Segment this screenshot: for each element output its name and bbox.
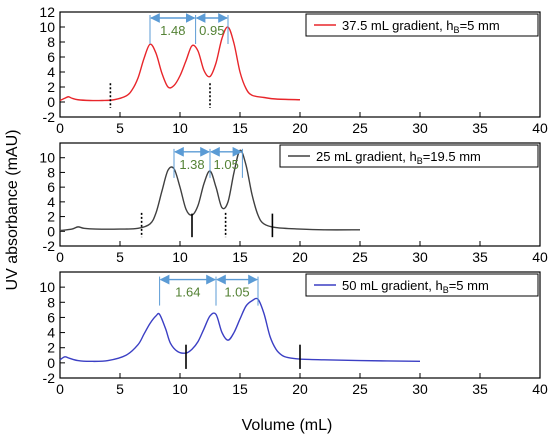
- resolution-label: 1.48: [160, 23, 185, 38]
- y-tick-label: 10: [39, 150, 55, 166]
- y-tick-label: 6: [47, 179, 55, 195]
- x-tick-label: 30: [412, 120, 428, 136]
- x-tick-label: 40: [532, 381, 548, 397]
- resolution-label: 0.95: [199, 23, 224, 38]
- x-tick-label: 35: [472, 120, 488, 136]
- y-tick-label: 2: [47, 340, 55, 356]
- y-tick-label: 4: [47, 194, 55, 210]
- chromatogram-curve: [59, 26, 301, 102]
- y-tick-label: 0: [47, 355, 55, 371]
- chromatogram-curve: [59, 297, 421, 363]
- x-tick-label: 35: [472, 249, 488, 265]
- y-tick-label: 8: [47, 164, 55, 180]
- x-tick-label: 20: [292, 249, 308, 265]
- x-tick-label: 0: [56, 381, 64, 397]
- x-tick-label: 40: [532, 249, 548, 265]
- legend-label: 37.5 mL gradient, hB=5 mm: [342, 18, 500, 35]
- x-tick-label: 20: [292, 381, 308, 397]
- legend-box: [279, 144, 539, 168]
- x-tick-label: 25: [352, 120, 368, 136]
- y-tick-label: 6: [47, 49, 55, 65]
- x-tick-label: 10: [172, 120, 188, 136]
- y-tick-label: -2: [43, 109, 56, 125]
- y-tick-label: 8: [47, 34, 55, 50]
- x-axis-title: Volume (mL): [242, 417, 333, 434]
- y-tick-label: 2: [47, 209, 55, 225]
- y-axis-title: UV absorbance (mAU): [4, 130, 21, 291]
- legend-box: [305, 13, 539, 37]
- x-tick-label: 15: [232, 381, 248, 397]
- resolution-label: 1.64: [175, 285, 200, 300]
- x-tick-label: 35: [472, 381, 488, 397]
- x-tick-label: 10: [172, 249, 188, 265]
- x-tick-label: 25: [352, 249, 368, 265]
- x-tick-label: 15: [232, 120, 248, 136]
- x-tick-label: 30: [412, 249, 428, 265]
- x-tick-label: 40: [532, 120, 548, 136]
- y-tick-label: 0: [47, 223, 55, 239]
- y-tick-label: 4: [47, 325, 55, 341]
- resolution-label: 1.05: [214, 157, 239, 172]
- y-tick-label: 12: [39, 4, 55, 20]
- y-tick-label: 4: [47, 64, 55, 80]
- x-tick-label: 30: [412, 381, 428, 397]
- legend-label: 25 mL gradient, hB=19.5 mm: [316, 149, 481, 166]
- y-tick-label: 6: [47, 309, 55, 325]
- chromatogram-curve: [59, 149, 361, 232]
- resolution-label: 1.05: [224, 285, 249, 300]
- x-tick-label: 0: [56, 120, 64, 136]
- x-tick-label: 5: [116, 120, 124, 136]
- x-tick-label: 25: [352, 381, 368, 397]
- x-tick-label: 15: [232, 249, 248, 265]
- x-tick-label: 10: [172, 381, 188, 397]
- y-tick-label: 2: [47, 79, 55, 95]
- resolution-label: 1.38: [179, 157, 204, 172]
- x-tick-label: 0: [56, 249, 64, 265]
- x-tick-label: 5: [116, 381, 124, 397]
- y-tick-label: 10: [39, 19, 55, 35]
- y-tick-label: -2: [43, 370, 56, 386]
- y-tick-label: 8: [47, 294, 55, 310]
- y-tick-label: 10: [39, 279, 55, 295]
- x-tick-label: 5: [116, 249, 124, 265]
- y-tick-label: -2: [43, 238, 56, 254]
- x-tick-label: 20: [292, 120, 308, 136]
- y-tick-label: 0: [47, 94, 55, 110]
- legend-label: 50 mL gradient, hB=5 mm: [342, 278, 489, 295]
- legend-box: [305, 273, 539, 297]
